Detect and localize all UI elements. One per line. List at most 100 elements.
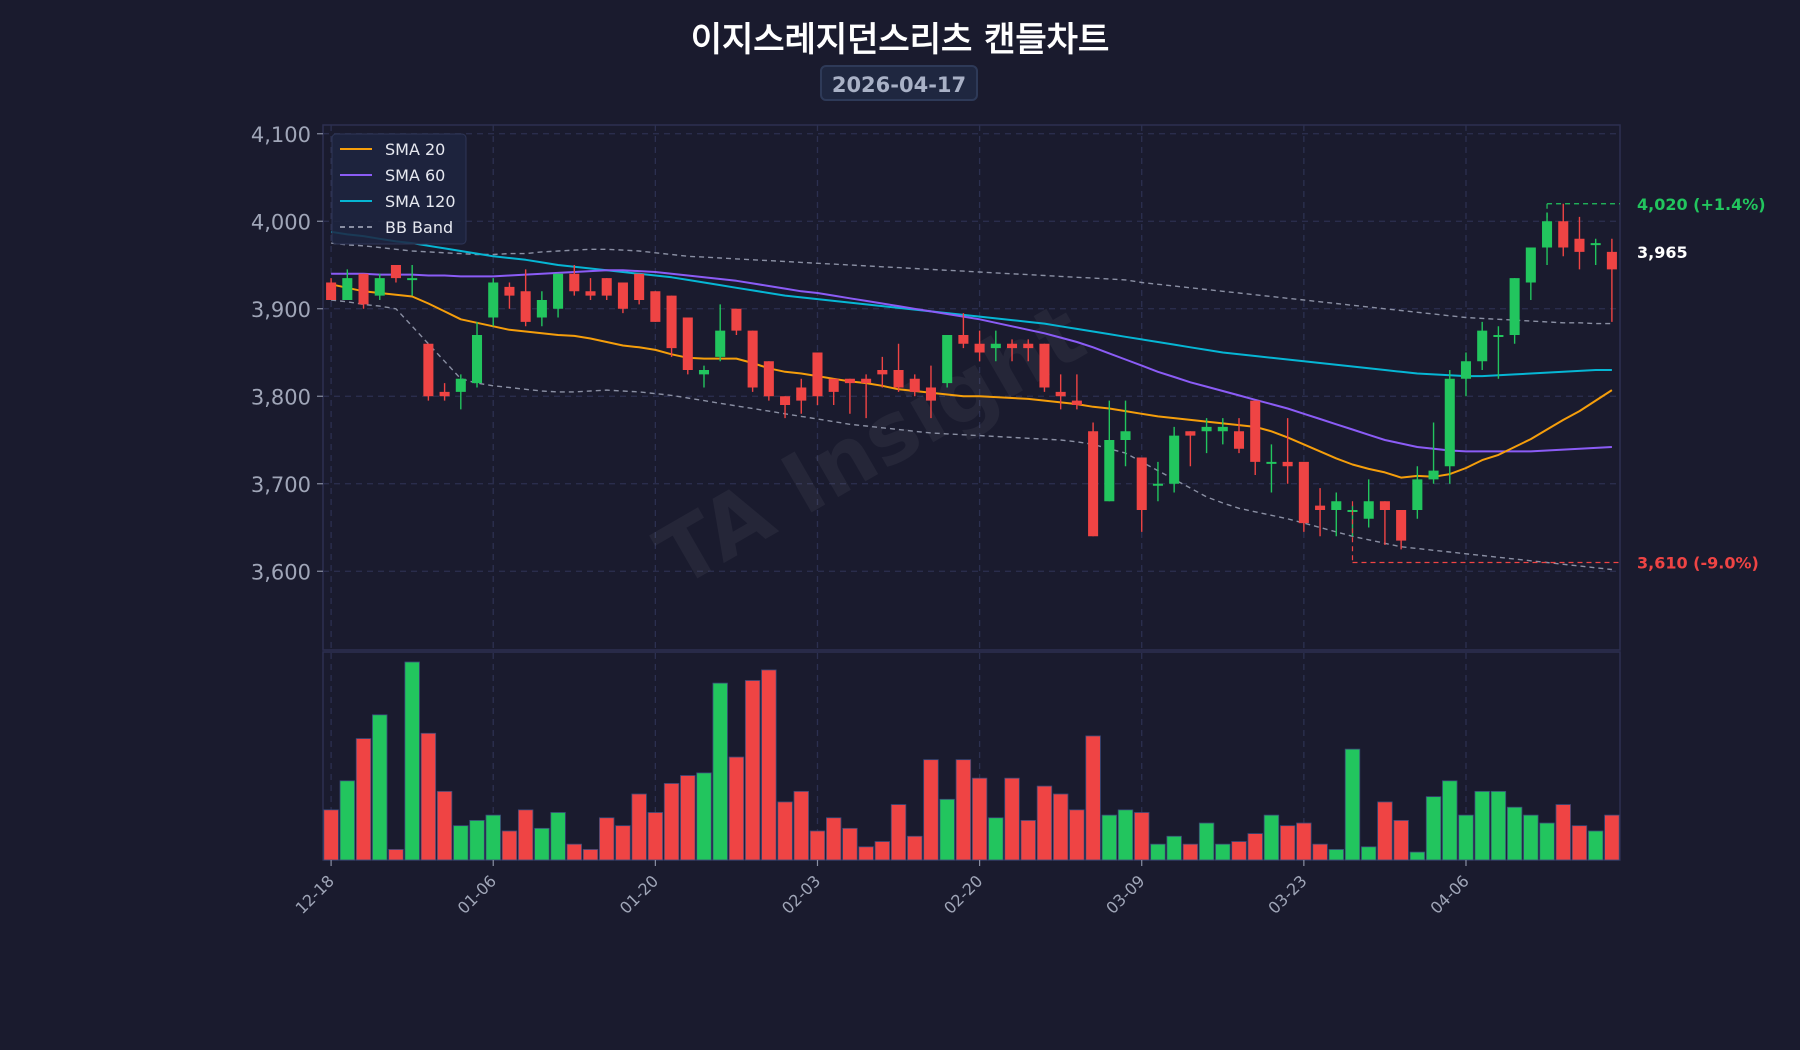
volume-bar	[793, 790, 809, 861]
x-tick-label: 01-20	[616, 871, 662, 917]
candle-body	[1542, 221, 1553, 248]
volume-bar	[388, 849, 404, 861]
volume-bar	[1085, 735, 1101, 861]
candle-body	[326, 282, 337, 300]
volume-bar	[1523, 814, 1539, 861]
sma120-line	[330, 230, 1612, 378]
volume-bar	[517, 809, 534, 861]
candle-body	[1477, 330, 1488, 362]
volume-bar	[1555, 804, 1571, 861]
candles	[326, 203, 1617, 550]
x-tick-label: 02-03	[778, 871, 824, 917]
candle-body	[1460, 361, 1472, 379]
moving-averages	[330, 230, 1613, 479]
candle-body	[666, 295, 677, 349]
candle-body	[715, 330, 726, 357]
candle-body	[909, 378, 920, 392]
candle-body	[1428, 470, 1439, 480]
candle-body	[1331, 501, 1342, 510]
volume-bar	[1215, 843, 1231, 861]
legend-sma20-label: SMA 20	[385, 140, 445, 159]
x-tick-label: 03-09	[1102, 871, 1148, 917]
candle-body	[1444, 378, 1455, 467]
volume-bar	[469, 820, 485, 861]
volume-bar	[1069, 809, 1085, 861]
volume-bar	[1604, 814, 1620, 861]
candle-body	[650, 291, 661, 322]
volume-bar	[647, 812, 664, 861]
volume-bar	[372, 714, 388, 861]
volume-bar	[1036, 785, 1053, 861]
legend-bb-band-label: BB Band	[385, 218, 453, 237]
candle-body	[1233, 431, 1245, 449]
candle-body	[1509, 278, 1520, 335]
volume-bar	[712, 682, 728, 861]
candle-body	[682, 317, 693, 370]
volume-bar	[1506, 806, 1523, 861]
volume-bar	[1182, 843, 1199, 861]
candle-body	[358, 273, 369, 305]
sma60-line	[331, 269, 1612, 453]
volume-bar	[1263, 814, 1280, 861]
bollinger-bands	[331, 242, 1612, 571]
volume-bar	[1490, 790, 1507, 861]
candle-body	[617, 282, 628, 309]
volume-bar	[436, 790, 453, 861]
candle-body	[488, 282, 499, 318]
bb-lower-line	[331, 299, 1612, 571]
x-tick-label: 01-06	[454, 871, 500, 917]
candle-body	[585, 291, 596, 296]
volume-bar	[1296, 822, 1312, 861]
candle-body	[1315, 505, 1326, 510]
candle-body	[1023, 343, 1034, 349]
volume-bar	[534, 827, 550, 861]
volume-bar	[404, 661, 420, 861]
legend-box	[331, 133, 467, 245]
candle-body	[1525, 247, 1536, 283]
grid-lines	[322, 124, 1621, 861]
volume-bar	[1361, 846, 1377, 861]
candle-body	[1574, 238, 1585, 252]
volume-bar	[1442, 780, 1458, 861]
volume-bar	[566, 843, 582, 861]
candle-body	[747, 330, 758, 388]
candle-body	[1055, 391, 1066, 397]
volume-bar	[1474, 790, 1490, 861]
volume-bar	[1231, 841, 1247, 861]
sma20-line	[330, 283, 1613, 479]
volume-bar	[550, 812, 566, 861]
candle-body	[1088, 431, 1099, 537]
candle-body	[812, 352, 823, 397]
candle-body	[1266, 461, 1277, 464]
volume-bar	[825, 817, 842, 861]
candle-body	[925, 387, 936, 401]
volume-bar	[728, 756, 745, 861]
volume-bar	[842, 827, 858, 861]
volume-bar	[1134, 812, 1150, 861]
candle-body	[990, 343, 1001, 349]
volume-bar	[339, 780, 356, 861]
candle-body	[1120, 431, 1131, 440]
volume-bar	[1377, 801, 1393, 861]
candle-body	[942, 335, 953, 384]
volume-bar	[1393, 820, 1409, 861]
bb-upper-line	[331, 242, 1612, 325]
candle-body	[1606, 251, 1617, 270]
x-tick-label: 02-20	[940, 871, 986, 917]
legend: SMA 20 SMA 60 SMA 120 BB Band	[331, 133, 467, 245]
y-tick-label: 3,900	[251, 298, 311, 322]
candle-body	[471, 335, 483, 384]
candle-body	[844, 378, 855, 384]
y-tick-label: 4,100	[251, 123, 311, 147]
candle-body	[1185, 431, 1196, 436]
volume-bar	[323, 809, 339, 861]
x-tick-label: 03-23	[1264, 871, 1310, 917]
volume-bar	[971, 777, 988, 861]
candle-body	[1039, 343, 1050, 388]
volume-bar	[1344, 748, 1361, 861]
volume-bar	[1328, 849, 1344, 861]
candle-body	[1201, 426, 1212, 432]
candle-body	[1379, 501, 1390, 510]
volume-bar	[1425, 796, 1442, 861]
